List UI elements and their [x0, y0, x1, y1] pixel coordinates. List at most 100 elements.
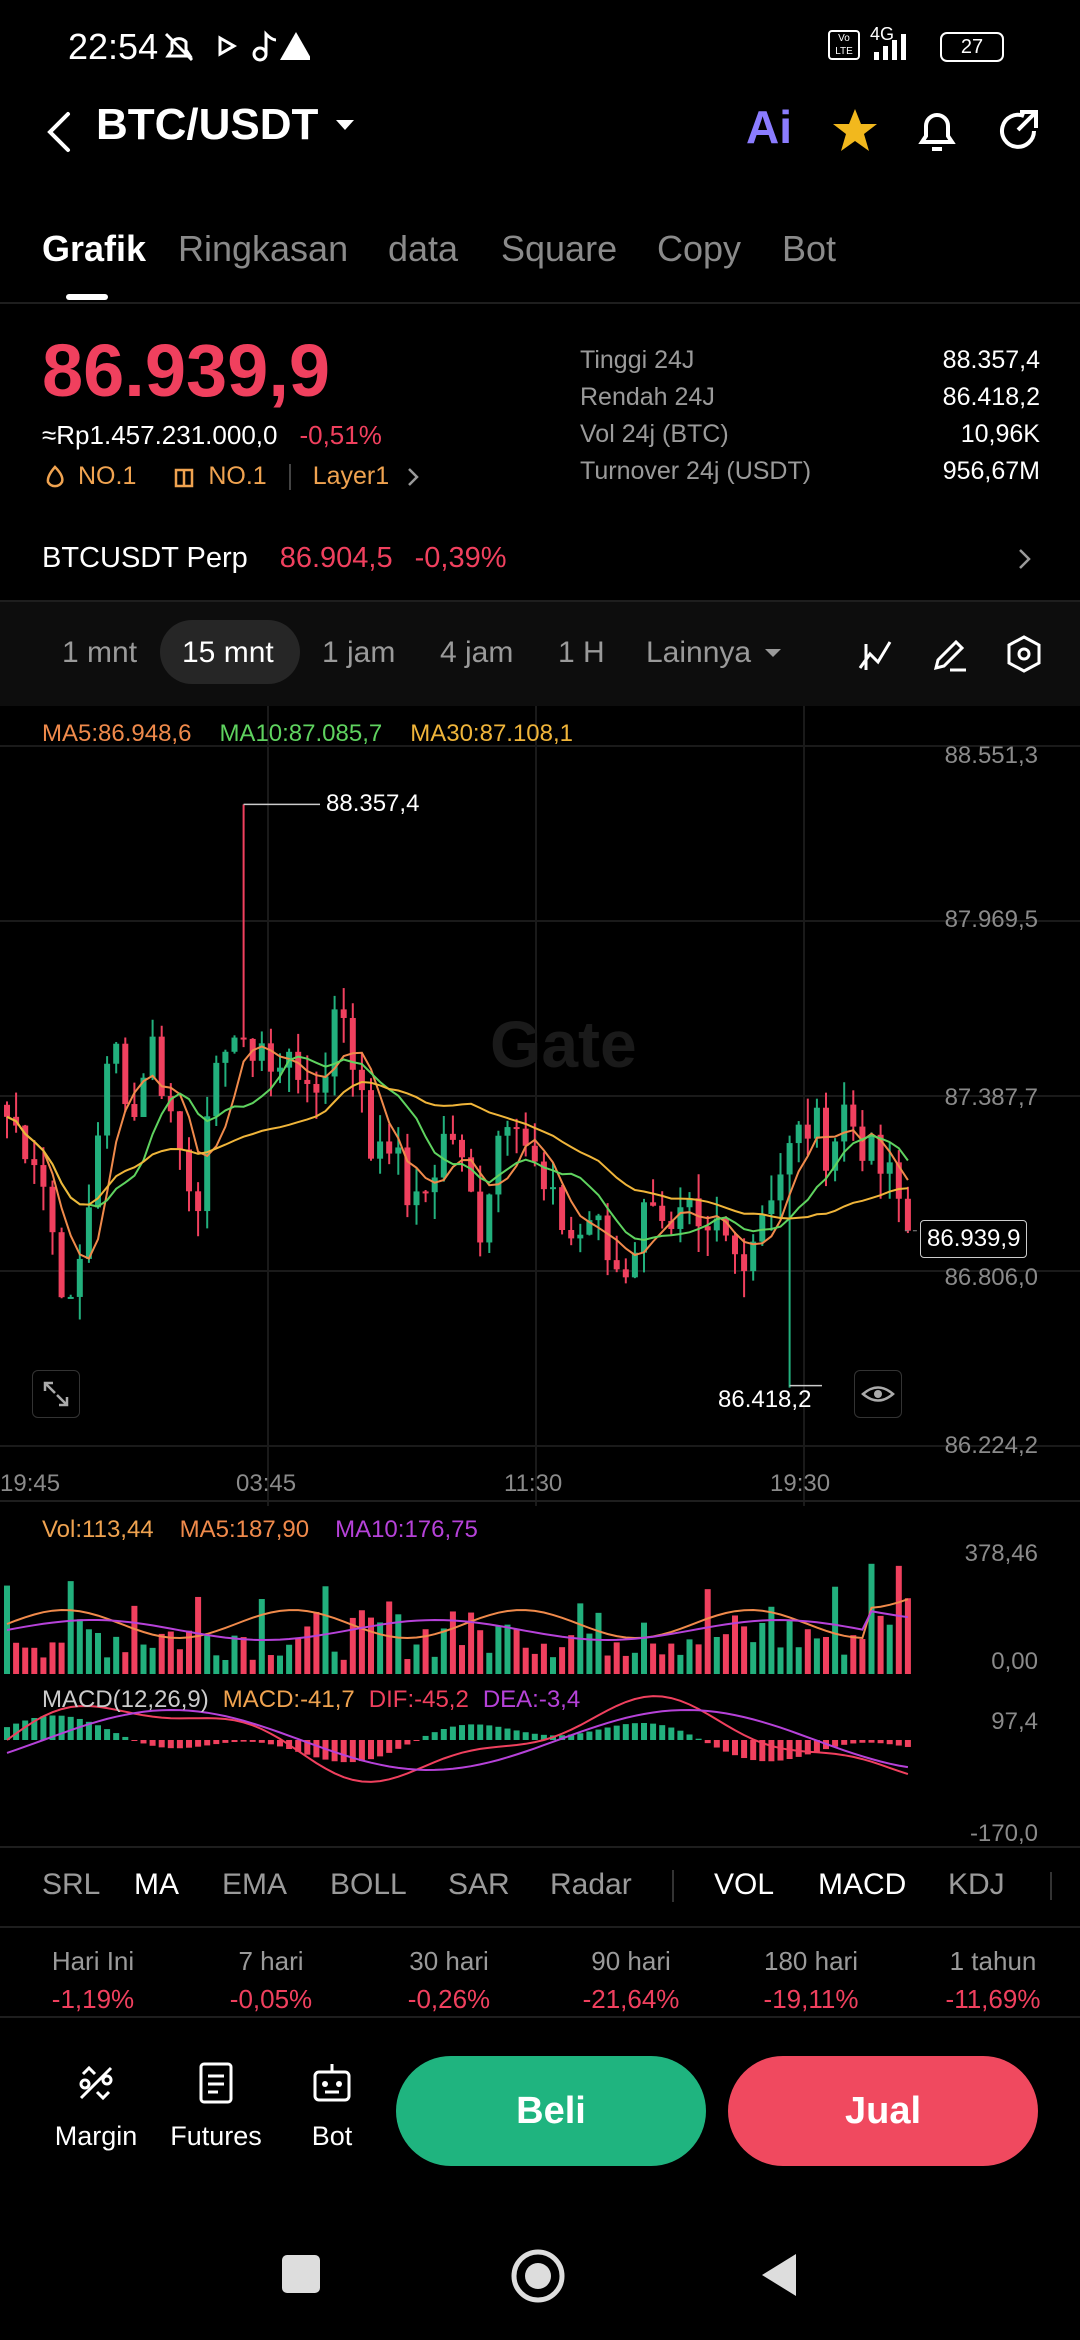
perf-value: -0,26%	[407, 1984, 491, 2014]
volume-bar	[85, 1629, 92, 1674]
battery-level: 27	[960, 36, 984, 58]
volume-bar	[804, 1629, 811, 1674]
macd-histogram-bar	[495, 1726, 502, 1740]
timeframe-15m[interactable]: 15 mnt	[182, 636, 274, 669]
macd-histogram-bar	[459, 1725, 465, 1740]
share-icon[interactable]	[994, 106, 1044, 156]
volume-bar	[522, 1647, 529, 1674]
indicator-vol[interactable]: VOL	[714, 1868, 775, 1901]
indicator-macd[interactable]: MACD	[818, 1868, 907, 1901]
indicator-icon[interactable]	[856, 634, 896, 674]
macd-histogram-bar	[650, 1723, 657, 1740]
candle-body	[195, 1191, 202, 1212]
tab-square[interactable]: Square	[501, 228, 618, 269]
candle-body	[695, 1198, 702, 1227]
macd-histogram-bar	[677, 1730, 684, 1740]
chart-settings-icon[interactable]	[1004, 634, 1044, 674]
timeframe-1h[interactable]: 1 jam	[322, 636, 396, 669]
tab-grafik[interactable]: Grafik	[42, 228, 147, 269]
volume-bar	[95, 1632, 101, 1674]
perp-name: BTCUSDT Perp	[42, 542, 248, 574]
margin-button[interactable]: Margin	[50, 2060, 142, 2152]
volume-bar	[40, 1657, 47, 1674]
candle-body	[832, 1141, 839, 1171]
candle-body	[641, 1202, 647, 1253]
tab-ringkasan[interactable]: Ringkasan	[178, 228, 349, 269]
volume-bar	[31, 1647, 38, 1674]
vol-ma5-legend: MA5:187,90	[179, 1516, 310, 1543]
current-price-tag: 86.939,9	[920, 1220, 1028, 1258]
price-tick: 87.969,5	[944, 906, 1038, 933]
volume-bar	[49, 1642, 56, 1674]
time-tick: 11:30	[504, 1470, 563, 1497]
macd-histogram-bar	[340, 1740, 347, 1763]
hide-marker-button[interactable]	[854, 1370, 902, 1418]
current-price-value: 86.939,9	[927, 1225, 1021, 1252]
macd-histogram-bar	[895, 1740, 902, 1746]
volume-bar	[895, 1565, 902, 1674]
low-price-label: 86.418,2	[718, 1386, 812, 1413]
volume-bar	[67, 1581, 74, 1674]
volume-bar	[704, 1589, 711, 1674]
candle-body	[104, 1063, 111, 1136]
timeframe-4h[interactable]: 4 jam	[440, 636, 514, 669]
indicator-radar[interactable]: Radar	[550, 1868, 632, 1901]
timeframe-1m[interactable]: 1 mnt	[62, 636, 138, 669]
price-chart[interactable]: Gate MA5:86.948,6 MA10:87.085,7 MA30:87.…	[0, 706, 1080, 1506]
macd-histogram-bar	[850, 1740, 857, 1744]
timeframe-more[interactable]: Lainnya	[646, 636, 785, 670]
bot-button[interactable]: Bot	[296, 2060, 368, 2152]
macd-histogram-bar	[67, 1716, 74, 1740]
indicator-ema[interactable]: EMA	[222, 1868, 288, 1901]
recent-apps-button[interactable]	[282, 2255, 320, 2293]
buy-button[interactable]: Beli	[396, 2056, 706, 2166]
time-tick: 19:45	[0, 1470, 61, 1497]
ma10-line	[6, 1055, 909, 1242]
fullscreen-button[interactable]	[32, 1370, 80, 1418]
indicator-srl[interactable]: SRL	[42, 1868, 101, 1901]
vol-ma10-line	[6, 1610, 909, 1642]
indicator-boll[interactable]: BOLL	[330, 1868, 407, 1901]
macd-histogram-bar	[104, 1729, 111, 1740]
star-icon[interactable]	[830, 106, 880, 156]
indicator-ma[interactable]: MA	[134, 1868, 179, 1901]
macd-axis-bottom: -170,0	[969, 1820, 1038, 1847]
perp-row[interactable]: BTCUSDT Perp 86.904,5 -0,39%	[42, 542, 1038, 575]
rank-badges[interactable]: NO.1 NO.1 Layer1	[42, 462, 427, 491]
indicator-sar[interactable]: SAR	[448, 1868, 510, 1901]
bell-icon[interactable]	[912, 106, 962, 156]
candle-body	[204, 1116, 211, 1212]
back-icon[interactable]	[40, 110, 80, 154]
volume-bar	[650, 1643, 657, 1674]
back-nav-button[interactable]	[756, 2250, 800, 2300]
candle-body	[131, 1104, 138, 1117]
macd-histogram-bar	[531, 1733, 538, 1740]
pair-selector[interactable]: BTC/USDT	[96, 100, 360, 150]
macd-histogram-bar	[267, 1740, 274, 1745]
volume-bar	[668, 1643, 675, 1674]
candle-body	[176, 1111, 183, 1150]
macd-histogram-bar	[13, 1723, 20, 1740]
vol-axis-bottom: 0,00	[991, 1648, 1038, 1675]
candle-body	[76, 1258, 83, 1297]
ai-button[interactable]: Ai	[746, 100, 792, 154]
candle-body	[22, 1125, 29, 1160]
tab-bot[interactable]: Bot	[782, 228, 837, 269]
timeframe-1d[interactable]: 1 H	[558, 636, 605, 669]
tab-copy[interactable]: Copy	[657, 228, 742, 269]
futures-button[interactable]: Futures	[166, 2060, 266, 2152]
tab-data[interactable]: data	[388, 228, 459, 269]
sell-button[interactable]: Jual	[728, 2056, 1038, 2166]
price-tick: 88.551,3	[944, 742, 1038, 769]
macd-histogram-bar	[149, 1740, 156, 1746]
stat-value: 956,67M	[942, 457, 1040, 485]
home-button[interactable]	[510, 2248, 566, 2304]
badge-layer: Layer1	[312, 462, 390, 490]
macd-histogram-bar	[368, 1740, 374, 1760]
draw-pen-icon[interactable]	[930, 634, 970, 674]
volume-bar	[258, 1599, 265, 1674]
indicator-kdj[interactable]: KDJ	[948, 1868, 1005, 1901]
volume-bar	[249, 1659, 256, 1674]
candle-body	[331, 1009, 338, 1077]
macd-histogram-bar	[777, 1740, 784, 1761]
